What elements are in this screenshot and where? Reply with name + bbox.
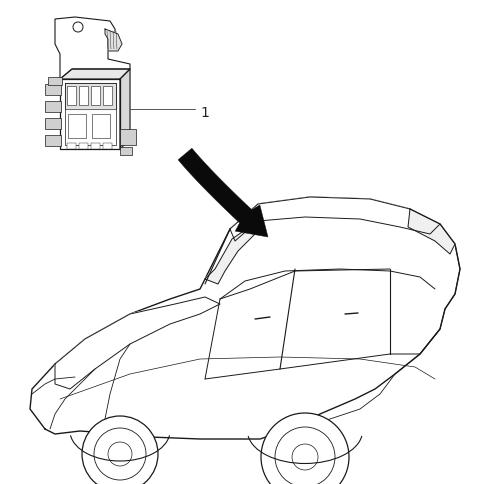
Bar (67, 87, 76, 106)
Polygon shape (60, 70, 130, 80)
Bar (45, 85, 61, 96)
Polygon shape (105, 30, 122, 52)
Polygon shape (408, 210, 455, 255)
Bar (92, 115, 110, 139)
Polygon shape (55, 18, 130, 80)
Polygon shape (55, 297, 220, 389)
Polygon shape (30, 197, 460, 439)
Circle shape (261, 413, 349, 484)
Bar (45, 119, 61, 130)
Bar (103, 144, 112, 150)
Bar (91, 144, 100, 150)
Bar (67, 144, 76, 150)
Bar (45, 136, 61, 147)
Bar (79, 87, 88, 106)
Polygon shape (65, 84, 116, 146)
Bar (48, 78, 62, 86)
Polygon shape (60, 80, 120, 150)
Polygon shape (205, 222, 258, 285)
Text: 1: 1 (200, 106, 209, 120)
Polygon shape (178, 149, 268, 238)
Bar (103, 87, 112, 106)
Bar (68, 115, 86, 139)
Polygon shape (230, 197, 440, 242)
Bar (120, 148, 132, 156)
Bar (79, 144, 88, 150)
Circle shape (82, 416, 158, 484)
Bar (45, 102, 61, 113)
Polygon shape (65, 84, 116, 110)
Bar (91, 87, 100, 106)
Bar (120, 130, 136, 146)
Polygon shape (120, 70, 130, 150)
